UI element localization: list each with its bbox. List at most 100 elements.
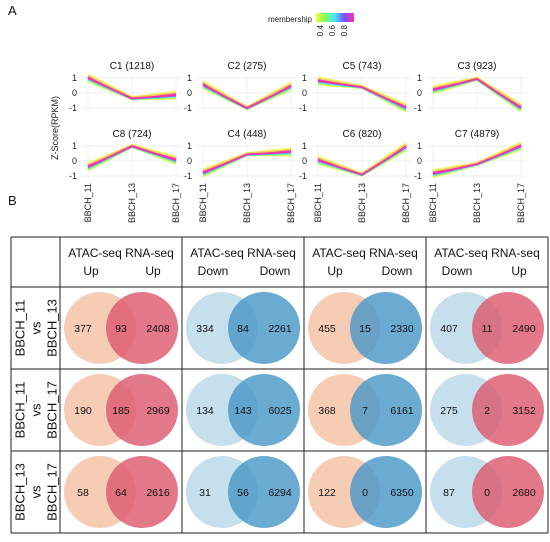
y-tick-label: 0: [417, 88, 422, 98]
venn-count-overlap: 15: [359, 323, 371, 335]
column-header-3: ATAC-seq RNA-seq Up Down: [312, 246, 418, 278]
centroid-line: [87, 145, 177, 168]
row-label-1: BBCH_11 vs BBCH_13: [13, 299, 60, 357]
venn-count-right: 6025: [268, 405, 292, 417]
venn-circle-rna: [106, 292, 178, 364]
venn-count-right: 2261: [268, 323, 292, 335]
centroid-line: [202, 84, 292, 109]
venn-diagram: 58 64 2616: [64, 456, 178, 528]
venn-circle-rna: [472, 374, 544, 446]
x-axis-ticks: BBCH_11 BBCH_13 BBCH_17 BBCH_11 BBCH_13 BBCH_…: [83, 183, 526, 223]
venn-count-left: 134: [196, 405, 214, 417]
y-tick-label: 1: [187, 73, 192, 83]
venn-count-overlap: 0: [484, 487, 490, 499]
venn-diagram: 407 11 2490: [430, 292, 544, 364]
venn-table: ATAC-seq RNA-seq Up Up ATAC-seq RNA-seq Down…: [10, 236, 549, 534]
centroid-line: [202, 151, 292, 174]
cluster-plot-6: C4 (448) 1 0 -1: [184, 129, 297, 181]
y-tick-label: 1: [302, 73, 307, 83]
row-label-line: BBCH_17: [45, 381, 60, 439]
venn-count-right: 2330: [390, 323, 414, 335]
x-tick-label: BBCH_13: [472, 183, 482, 223]
y-tick-label: 0: [302, 156, 307, 166]
venn-circle-rna: [106, 456, 178, 528]
y-tick-label: 1: [417, 73, 422, 83]
panel-a-label: A: [8, 3, 17, 18]
legend-tick-2: 0.6: [328, 24, 337, 36]
column-header-2: ATAC-seq RNA-seq Down Down: [190, 246, 296, 278]
y-tick-label: -1: [299, 171, 307, 181]
x-tick-label: BBCH_11: [313, 183, 323, 222]
membership-legend: membership 0.4 0.6 0.8: [268, 13, 354, 36]
x-tick-label: BBCH_11: [428, 183, 438, 222]
column-header-1: ATAC-seq RNA-seq Up Up: [68, 246, 174, 278]
venn-count-overlap: 64: [115, 487, 127, 499]
venn-count-overlap: 84: [237, 323, 249, 335]
column-header-title: ATAC-seq RNA-seq: [68, 246, 174, 260]
cluster-title: C6 (820): [343, 129, 382, 140]
venn-count-overlap: 7: [362, 405, 368, 417]
column-header-title: ATAC-seq RNA-seq: [190, 246, 296, 260]
y-tick-label: -1: [184, 171, 192, 181]
venn-count-overlap: 143: [234, 405, 252, 417]
column-header-left: Up: [83, 264, 99, 278]
y-tick-label: 0: [187, 88, 192, 98]
venn-count-overlap: 11: [482, 323, 493, 335]
row-label-line: BBCH_17: [45, 463, 60, 521]
x-tick-label: BBCH_11: [198, 183, 208, 222]
venn-diagram: 190 185 2969: [64, 374, 178, 446]
venn-circle-rna: [350, 292, 422, 364]
cluster-title: C2 (275): [228, 61, 267, 72]
row-label-line: BBCH_13: [13, 463, 28, 521]
venn-count-left: 31: [199, 487, 211, 499]
venn-diagram: 377 93 2408: [64, 292, 178, 364]
venn-count-left: 122: [318, 487, 336, 499]
cluster-title: C5 (743): [343, 61, 382, 72]
venn-count-overlap: 93: [115, 323, 127, 335]
row-label-line: BBCH_13: [45, 299, 60, 357]
venn-count-left: 190: [74, 405, 92, 417]
y-tick-label: 1: [417, 141, 422, 151]
centroid-line: [432, 145, 522, 175]
cluster-plot-7: C6 (820) 1 0 -1: [299, 129, 412, 181]
y-tick-label: -1: [414, 103, 422, 113]
venn-count-right: 2680: [512, 487, 536, 499]
column-header-right: Up: [511, 264, 527, 278]
column-header-left: Down: [442, 264, 473, 278]
legend-title: membership: [268, 15, 313, 24]
y-tick-label: 0: [72, 88, 77, 98]
venn-count-left: 368: [318, 405, 336, 417]
cluster-plot-1: C1 (1218) 1 0 -1: [69, 61, 182, 113]
venn-circle-rna: [472, 456, 544, 528]
member-line: [432, 76, 522, 106]
venn-count-left: 377: [74, 323, 92, 335]
row-label-line: BBCH_11: [13, 382, 28, 439]
venn-circle-rna: [106, 374, 178, 446]
venn-diagram: 134 143 6025: [186, 374, 300, 446]
venn-count-left: 455: [318, 323, 336, 335]
y-tick-label: 0: [417, 156, 422, 166]
venn-count-left: 58: [77, 487, 89, 499]
x-tick-label: BBCH_17: [516, 183, 526, 223]
y-tick-label: 1: [72, 141, 77, 151]
row-label-line: vs: [29, 321, 44, 335]
venn-diagram: 334 84 2261: [186, 292, 300, 364]
legend-tick-3: 0.8: [340, 24, 349, 36]
cluster-plot-2: C2 (275) 1 0 -1: [184, 61, 297, 113]
column-header-4: ATAC-seq RNA-seq Down Up: [434, 246, 540, 278]
venn-count-left: 334: [196, 323, 214, 335]
centroid-line: [87, 77, 177, 100]
cluster-title: C1 (1218): [110, 61, 154, 72]
cluster-title: C4 (448): [228, 129, 267, 140]
venn-diagram: 31 56 6294: [186, 456, 300, 528]
x-tick-label: BBCH_13: [127, 183, 137, 223]
venn-circle-rna: [228, 292, 300, 364]
y-tick-label: 0: [302, 88, 307, 98]
venn-count-left: 407: [440, 323, 458, 335]
y-tick-label: -1: [414, 171, 422, 181]
venn-circle-rna: [228, 456, 300, 528]
cluster-plots: C1 (1218)10-1C2 (275)10-1C5 (743)10-1C3 …: [69, 61, 527, 181]
row-label-line: vs: [29, 485, 44, 499]
x-tick-label: BBCH_11: [83, 183, 93, 222]
